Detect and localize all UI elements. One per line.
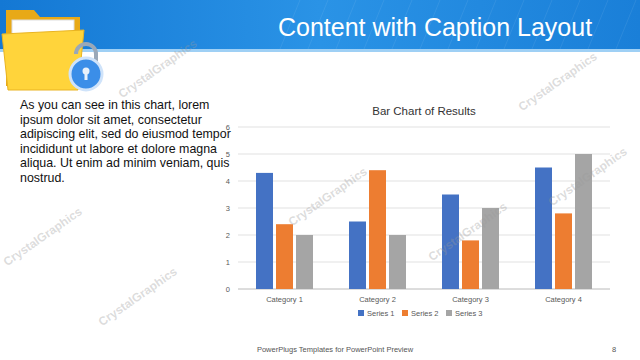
y-tick-label: 0 xyxy=(226,285,230,294)
slide-title: Content with Caption Layout xyxy=(278,13,592,41)
watermark: CrystalGraphics xyxy=(1,204,85,269)
x-axis-line xyxy=(238,289,610,290)
x-tick-label: Category 2 xyxy=(359,295,396,304)
legend-swatch xyxy=(446,310,452,316)
bar xyxy=(296,235,313,289)
legend-swatch xyxy=(358,310,364,316)
watermark: CrystalGraphics xyxy=(286,164,370,229)
y-tick-label: 4 xyxy=(226,177,230,186)
slide: Content with Caption Layout Bar Chart of … xyxy=(0,0,640,360)
legend-label: Series 1 xyxy=(367,309,395,318)
grid-line xyxy=(238,262,610,263)
grid-line xyxy=(238,235,610,236)
chart-title: Bar Chart of Results xyxy=(372,105,476,117)
legend-label: Series 3 xyxy=(455,309,483,318)
bar xyxy=(555,213,572,289)
watermark: CrystalGraphics xyxy=(426,199,510,264)
x-tick-label: Category 3 xyxy=(452,295,489,304)
watermark: CrystalGraphics xyxy=(96,264,180,329)
grid-line xyxy=(238,154,610,155)
bar xyxy=(256,173,273,289)
padlock-body xyxy=(70,58,102,90)
watermark: CrystalGraphics xyxy=(516,49,600,114)
bar xyxy=(462,240,479,289)
watermark: CrystalGraphics xyxy=(116,36,200,101)
page-number: 8 xyxy=(612,345,616,354)
grid-line xyxy=(238,181,610,182)
y-tick-label: 1 xyxy=(226,258,230,267)
bar xyxy=(349,222,366,290)
bar xyxy=(389,235,406,289)
band-decoration xyxy=(616,0,636,49)
legend-swatch xyxy=(402,310,408,316)
bar xyxy=(369,170,386,289)
bars xyxy=(256,154,592,289)
folder-icon xyxy=(2,10,102,90)
x-tick-label: Category 1 xyxy=(266,295,303,304)
caption: As you can see in this chart, lorem ipsu… xyxy=(20,98,238,186)
y-tick-label: 2 xyxy=(226,231,230,240)
bar xyxy=(535,168,552,290)
grid-line xyxy=(238,127,610,128)
footer: PowerPlugs Templates for PowerPoint Prev… xyxy=(257,345,414,354)
grid-line xyxy=(238,289,610,290)
padlock-keyhole xyxy=(85,72,88,80)
header-band xyxy=(0,0,640,49)
x-tick-label: Category 4 xyxy=(545,295,582,304)
slide-canvas: Content with Caption Layout Bar Chart of … xyxy=(0,0,640,360)
watermark: CrystalGraphics xyxy=(546,144,630,209)
legend-label: Series 2 xyxy=(411,309,439,318)
bar xyxy=(276,224,293,289)
y-tick-label: 3 xyxy=(226,204,230,213)
